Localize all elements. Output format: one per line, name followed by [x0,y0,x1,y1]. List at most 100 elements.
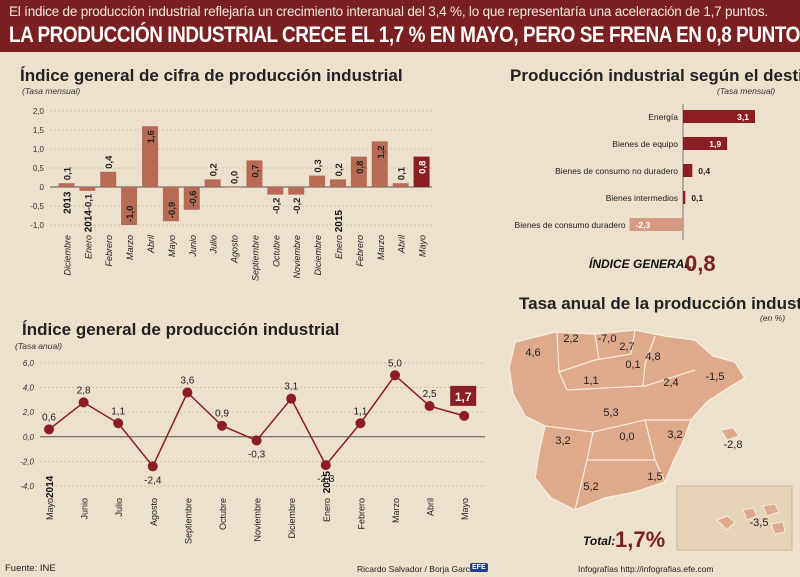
x-category-label: Junio [188,235,198,258]
bar [683,191,686,204]
bar [121,187,138,225]
canary-islands [716,503,786,535]
region-border [642,335,656,387]
x-category-label: Marzo [125,235,135,260]
destino-bar-chart: Energía 3,1 Bienes de equipo 1,9 Bienes de c… [515,104,755,276]
x-category-label: Enero [322,498,332,522]
y-tick-label: -1,0 [30,221,44,230]
point-value-label: 0,9 [215,409,229,420]
bar-value-label: 1,2 [376,145,387,158]
footer: Fuente: INE Ricardo Salvador / Borja Gar… [0,561,800,577]
bar-value-label: 1,6 [146,130,157,143]
bar [330,179,346,187]
x-category-label: Octubre [218,498,228,530]
index-label: ÍNDICE GENERAL: [589,256,696,271]
bar-value-label: 0,1 [691,193,703,203]
bar [162,187,179,222]
bar [683,110,755,123]
x-category-label: Mayo [45,498,55,520]
point-value-label: 1,7 [455,390,472,404]
data-point [251,435,262,446]
x-category-label: Febrero [355,235,365,267]
bar-value-label: 0,1 [397,166,408,180]
footer-authors: Ricardo Salvador / Borja García [357,564,477,574]
region-value: -2,8 [724,439,743,451]
x-year-label: 2015 [322,471,333,494]
y-tick-label: -4,0 [20,482,34,491]
x-category-label: Febrero [356,498,366,530]
bar-value-label: 0,2 [334,163,345,176]
x-category-label: Agosto [149,498,159,526]
point-value-label: 3,1 [284,382,298,393]
x-category-label: Septiembre [250,235,260,281]
map-title: Tasa anual de la producción industrial [519,294,800,313]
monthly-chart-title: Índice general de cifra de producción in… [20,66,403,85]
x-category-label: Marzo [376,235,386,260]
category-label: Bienes intermedios [606,193,678,203]
x-category-label: Abril [426,498,436,516]
point-value-label: 2,5 [423,389,437,400]
category-label: Bienes de consumo duradero [515,220,626,230]
point-value-label: -2,4 [144,475,162,486]
bar [683,137,728,150]
x-category-label: Diciembre [287,498,297,539]
balearic-islands [720,427,740,441]
x-category-label: Mayo [460,498,470,520]
point-value-label: 1,1 [353,406,367,417]
region-value: 5,2 [583,481,598,493]
x-category-label: Junio [80,498,90,520]
destino-chart-note: (Tasa mensual) [717,86,776,96]
data-point [217,420,227,431]
data-point [78,397,89,408]
x-category-label: Enero [83,235,93,259]
spain-outline [508,329,747,511]
point-value-label: 1,1 [111,406,125,417]
x-category-label: Octubre [271,235,281,267]
bar [58,183,75,187]
y-tick-label: 4,0 [23,384,35,393]
data-point [147,461,158,472]
x-category-label: Febrero [104,235,114,267]
region-value: 0,0 [619,431,634,443]
y-tick-label: 6,0 [23,359,35,368]
x-year-label: 2015 [334,210,345,233]
bar [246,160,263,187]
bar-value-label: -1,0 [125,206,136,222]
region-value: 4,8 [645,351,660,363]
headline: LA PRODUCCIÓN INDUSTRIAL CRECE EL 1,7 % … [9,22,800,47]
annual-line-chart: 6,04,02,00,0-2,0-4,00,6Mayo20142,8Junio1… [20,358,485,544]
y-tick-label: -2,0 [20,457,34,466]
bar [413,156,430,187]
x-category-label: Julio [209,235,219,255]
bar-value-label: 1,9 [709,139,721,149]
bar [142,126,158,187]
map-note: (en %) [760,313,786,323]
region-value: 3,2 [555,435,570,447]
bar [392,183,409,187]
x-category-label: Mayo [167,235,177,257]
data-point [286,393,297,404]
monthly-bar-chart: 2,0 1,5 1,0 0,5 0 -0,5 -1,0 0,1 Diciembre 2013 -0,… [30,107,432,281]
y-tick-label: 2,0 [22,408,35,417]
bar [629,218,683,231]
region-border [566,369,696,391]
bar [371,141,388,187]
region-value: 4,6 [525,347,540,359]
x-category-label: Septiembre [183,498,193,544]
data-point [459,410,470,421]
bar-value-label: -0,1 [83,193,94,210]
bar-value-label: 0,7 [250,164,261,177]
x-year-label: 2014 [83,210,94,233]
region-value: -1,5 [706,371,725,383]
region-value: 1,5 [647,471,662,483]
highlight-box [450,385,477,406]
x-category-label: Abril [397,234,407,254]
bar [79,187,96,191]
y-tick-label: 1,0 [33,145,45,154]
region-border [630,329,636,355]
category-label: Energía [648,112,678,122]
bar-value-label: 0,3 [313,159,324,172]
point-value-label: -0,3 [248,449,266,460]
x-category-label: Julio [114,498,124,517]
region-value: 2,4 [663,377,678,389]
